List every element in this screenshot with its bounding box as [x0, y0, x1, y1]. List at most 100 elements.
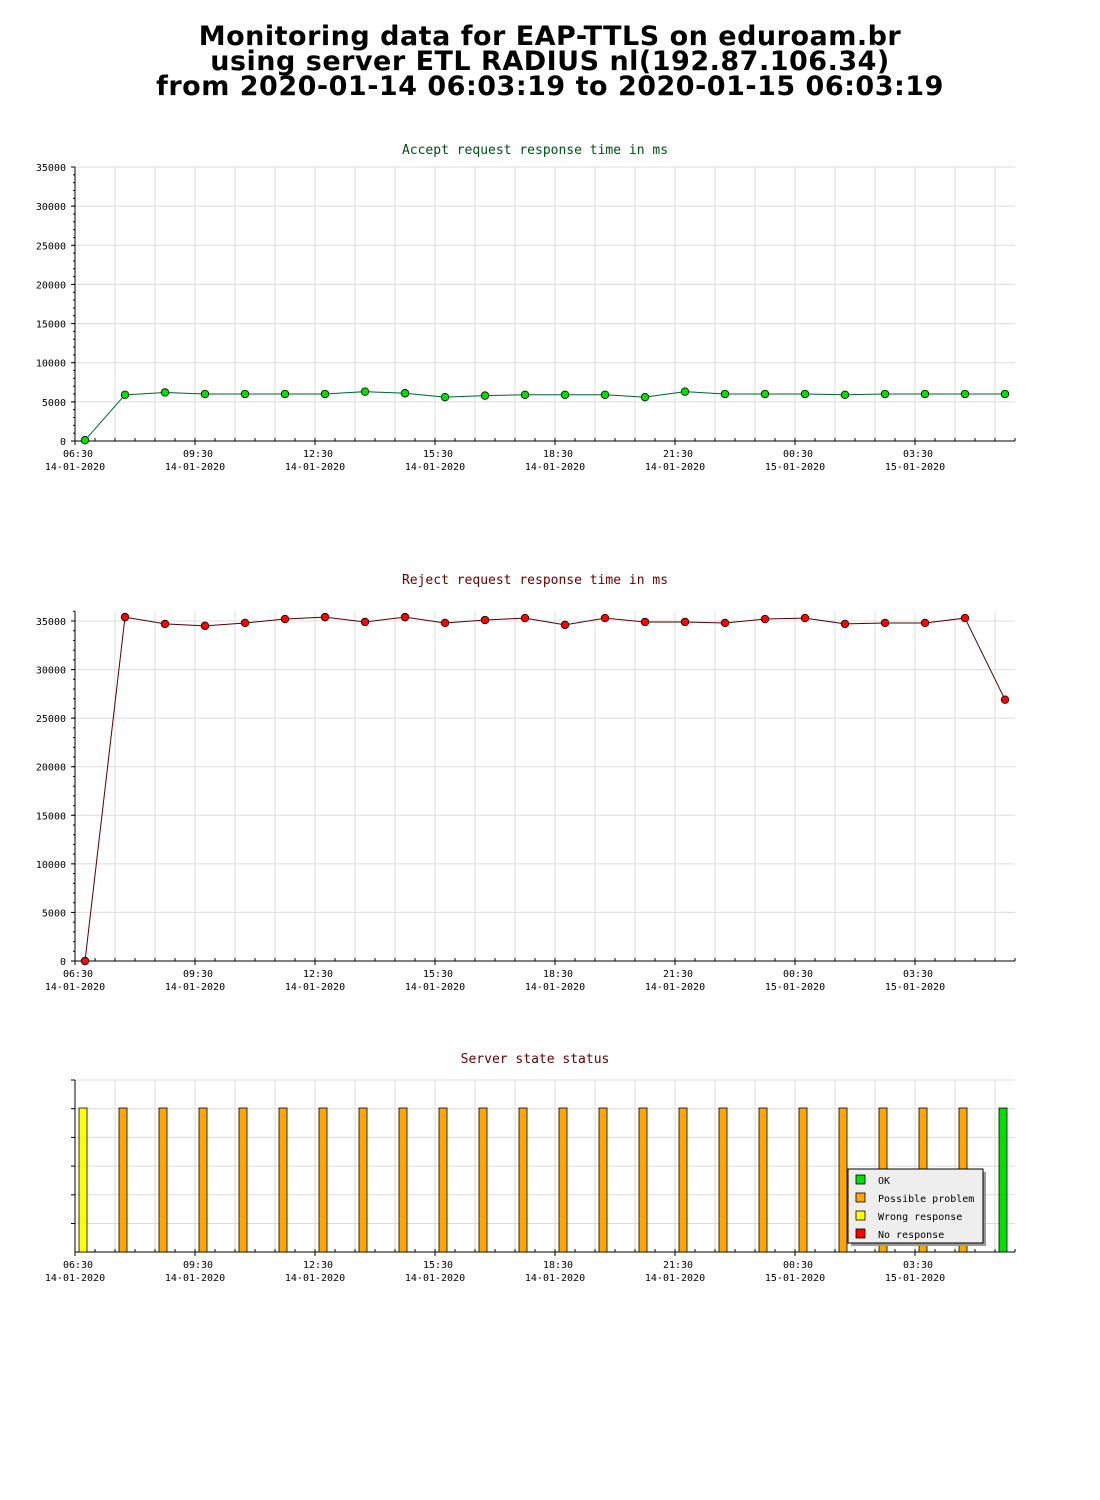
status-bar — [598, 1107, 608, 1253]
x-tick-label-date: 14-01-2020 — [525, 1273, 585, 1284]
reject-response-time-chart: Reject request response time in ms 0 5000 1… — [36, 573, 1016, 993]
server-state-status-chart: Server state status 06:30 14-01-2020 09:30 1… — [45, 1052, 1016, 1284]
status-bar — [198, 1107, 208, 1253]
data-point — [680, 387, 690, 396]
x-tick-label-date: 14-01-2020 — [45, 462, 105, 473]
status-bar — [318, 1107, 328, 1253]
chart-title: Server state status — [461, 1052, 610, 1067]
data-point — [920, 618, 930, 628]
y-tick-label: 10000 — [36, 860, 66, 871]
data-point — [160, 619, 170, 629]
x-tick-label-date: 14-01-2020 — [165, 462, 225, 473]
data-point — [960, 389, 970, 399]
data-point — [560, 620, 570, 630]
data-point — [920, 389, 930, 399]
x-tick-label-time: 03:30 — [903, 1260, 933, 1271]
x-tick-label-date: 15-01-2020 — [765, 982, 825, 993]
x-tick-label-date: 14-01-2020 — [45, 982, 105, 993]
data-point — [80, 436, 90, 445]
legend-swatch-wrong-response — [855, 1210, 866, 1221]
status-bar — [678, 1107, 688, 1253]
y-tick-label: 20000 — [36, 763, 66, 774]
status-bar — [838, 1107, 848, 1253]
status-bar — [118, 1107, 128, 1253]
series-line — [84, 616, 1006, 962]
data-point — [440, 392, 450, 402]
x-tick-label-time: 06:30 — [63, 449, 93, 460]
series-line — [84, 391, 1005, 441]
data-point — [480, 615, 490, 625]
y-tick-label: 35000 — [36, 163, 66, 174]
x-tick-label-time: 09:30 — [183, 1260, 213, 1271]
x-tick-label-time: 00:30 — [783, 969, 813, 980]
data-point — [720, 618, 730, 628]
data-point — [760, 389, 770, 399]
x-tick-label-time: 18:30 — [543, 969, 573, 980]
data-point — [360, 387, 370, 396]
x-tick-label-date: 14-01-2020 — [645, 982, 705, 993]
data-point — [880, 618, 890, 628]
x-tick-label-date: 14-01-2020 — [165, 1273, 225, 1284]
data-point — [480, 391, 490, 400]
legend-swatch-ok — [855, 1174, 866, 1185]
status-bar — [78, 1107, 88, 1253]
data-point — [600, 613, 610, 623]
data-point — [1000, 389, 1010, 399]
y-tick-label: 15000 — [36, 320, 66, 331]
data-point — [200, 389, 210, 399]
x-tick-label-time: 12:30 — [303, 449, 333, 460]
data-point — [280, 614, 290, 624]
data-point — [440, 618, 450, 628]
x-tick-label-time: 09:30 — [183, 449, 213, 460]
y-tick-label: 0 — [60, 437, 66, 448]
legend-box — [847, 1168, 984, 1244]
x-tick-label-time: 12:30 — [303, 969, 333, 980]
legend-label-possible-problem: Possible problem — [878, 1194, 974, 1205]
x-tick-label-date: 14-01-2020 — [405, 1273, 465, 1284]
x-tick-label-time: 03:30 — [903, 969, 933, 980]
x-tick-label-date: 14-01-2020 — [525, 462, 585, 473]
y-tick-label: 25000 — [36, 241, 66, 252]
data-point — [240, 389, 250, 399]
data-point — [840, 619, 850, 629]
data-point — [320, 612, 330, 622]
x-tick-label-time: 15:30 — [423, 969, 453, 980]
data-point — [280, 389, 290, 399]
x-tick-label-date: 14-01-2020 — [285, 462, 345, 473]
x-tick-label-time: 09:30 — [183, 969, 213, 980]
y-tick-label: 5000 — [42, 908, 66, 919]
x-tick-label-date: 15-01-2020 — [765, 462, 825, 473]
data-point — [600, 390, 610, 400]
x-tick-label-date: 14-01-2020 — [285, 982, 345, 993]
status-bar — [718, 1107, 728, 1253]
x-tick-label-time: 03:30 — [903, 449, 933, 460]
status-bar — [758, 1107, 768, 1253]
y-tick-label: 30000 — [36, 202, 66, 213]
x-tick-label-date: 15-01-2020 — [765, 1273, 825, 1284]
legend-label-wrong-response: Wrong response — [878, 1212, 962, 1223]
x-tick-label-date: 14-01-2020 — [525, 982, 585, 993]
data-point — [400, 612, 410, 622]
status-bar — [398, 1107, 408, 1253]
title-line-1: Monitoring data for EAP-TTLS on eduroam.… — [198, 21, 902, 52]
status-bar — [478, 1107, 488, 1253]
status-bar — [518, 1107, 528, 1253]
data-point — [960, 613, 970, 623]
x-tick-label-time: 18:30 — [543, 1260, 573, 1271]
data-point — [720, 389, 730, 399]
legend-swatch-no-response — [855, 1228, 866, 1239]
data-point — [400, 389, 410, 398]
x-tick-label-time: 15:30 — [423, 1260, 453, 1271]
data-point — [520, 613, 530, 623]
data-point — [360, 617, 370, 627]
x-tick-label-time: 21:30 — [663, 969, 693, 980]
data-point — [680, 617, 690, 627]
x-tick-label-time: 06:30 — [63, 1260, 93, 1271]
y-tick-label: 15000 — [36, 811, 66, 822]
status-bar — [238, 1107, 248, 1253]
x-tick-label-date: 14-01-2020 — [645, 462, 705, 473]
x-tick-label-time: 18:30 — [543, 449, 573, 460]
x-tick-label-time: 21:30 — [663, 1260, 693, 1271]
x-tick-label-date: 14-01-2020 — [405, 462, 465, 473]
data-point — [120, 612, 130, 622]
